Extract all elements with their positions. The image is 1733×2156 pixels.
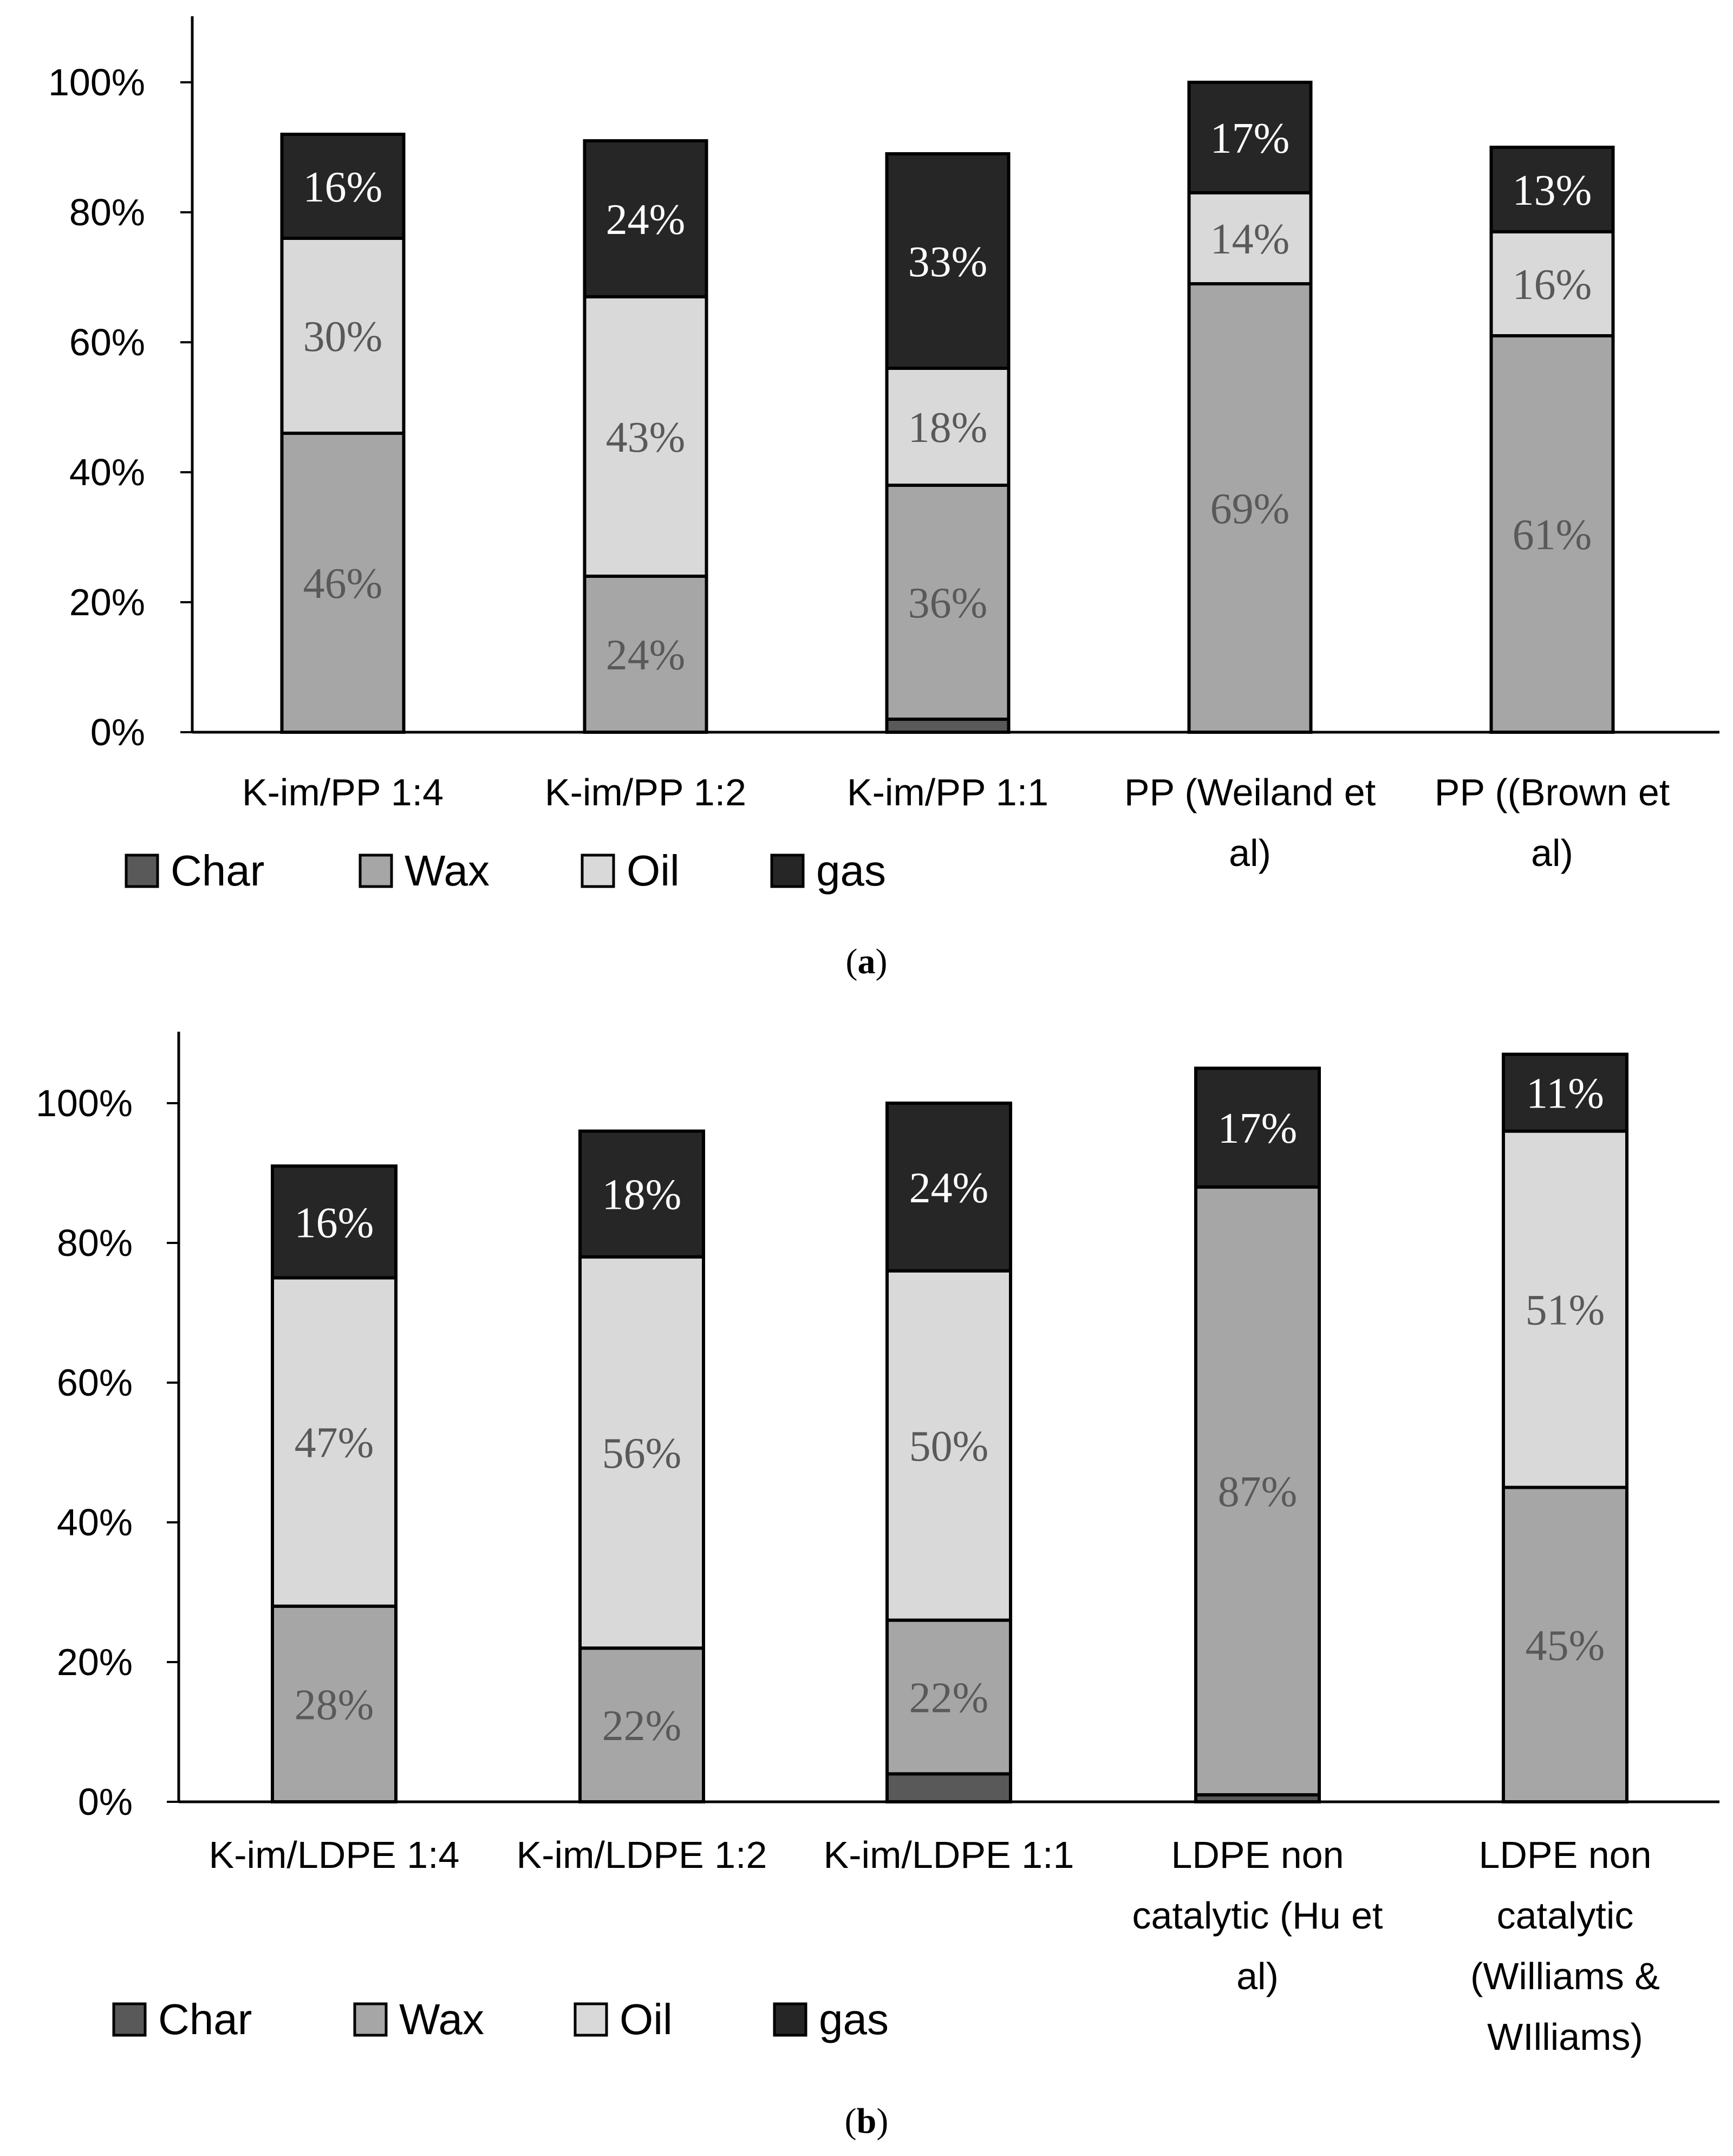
bar-segment-oil bbox=[583, 295, 708, 578]
data-label: 30% bbox=[303, 313, 383, 361]
y-tick-label: 60% bbox=[69, 321, 145, 363]
data-label: 22% bbox=[602, 1702, 682, 1750]
category-label: K-im/LDPE 1:4 bbox=[209, 1834, 460, 1876]
y-tick-label: 40% bbox=[69, 451, 145, 493]
bar-segment-oil bbox=[578, 1255, 705, 1650]
data-label: 24% bbox=[606, 196, 686, 244]
data-label: 36% bbox=[908, 579, 988, 627]
data-label: 11% bbox=[1526, 1070, 1604, 1118]
legend-swatch-wax bbox=[359, 854, 393, 888]
y-tick-label: 0% bbox=[78, 1781, 133, 1823]
category-label: LDPE non catalytic (Williams & WIlliams) bbox=[1470, 1834, 1660, 2058]
bar-segment-gas bbox=[1187, 81, 1313, 194]
bar-segment-gas bbox=[1489, 146, 1615, 233]
data-label: 51% bbox=[1526, 1287, 1605, 1334]
data-label: 16% bbox=[303, 164, 383, 211]
bar-segment-gas bbox=[1502, 1052, 1628, 1133]
y-tick-label: 100% bbox=[36, 1082, 133, 1124]
legend-label-wax: Wax bbox=[405, 846, 490, 895]
data-label: 61% bbox=[1513, 511, 1592, 559]
data-label: 13% bbox=[1513, 167, 1592, 214]
bar-segment-gas bbox=[885, 152, 1011, 370]
data-label: 87% bbox=[1218, 1468, 1298, 1516]
category-label: K-im/LDPE 1:1 bbox=[824, 1834, 1074, 1876]
y-tick-label: 60% bbox=[57, 1362, 133, 1404]
category-label: K-im/PP 1:1 bbox=[847, 771, 1048, 813]
legend-label-gas: gas bbox=[816, 846, 886, 895]
bar-segment-char bbox=[885, 1772, 1012, 1803]
y-tick-label: 80% bbox=[57, 1222, 133, 1264]
legend-label-wax: Wax bbox=[399, 1995, 484, 2043]
bar-segment-wax bbox=[1489, 334, 1615, 734]
data-label: 47% bbox=[295, 1419, 374, 1467]
legend-swatch-oil bbox=[581, 854, 615, 888]
bar-segment-wax bbox=[885, 484, 1011, 721]
bar-segment-gas bbox=[1194, 1066, 1321, 1189]
category-label: K-im/PP 1:2 bbox=[545, 771, 746, 813]
category-label: K-im/PP 1:4 bbox=[242, 771, 444, 813]
figure-caption: (a) bbox=[846, 942, 888, 981]
y-tick-label: 20% bbox=[57, 1641, 133, 1683]
legend-swatch-oil bbox=[574, 2002, 608, 2037]
y-tick-label: 40% bbox=[57, 1501, 133, 1543]
data-label: 43% bbox=[606, 414, 686, 461]
bar-segment-oil bbox=[885, 1269, 1012, 1622]
data-label: 50% bbox=[909, 1423, 989, 1470]
legend-swatch-gas bbox=[770, 854, 805, 888]
legend-label-oil: Oil bbox=[620, 1995, 673, 2043]
data-label: 56% bbox=[602, 1430, 682, 1477]
y-tick-label: 80% bbox=[69, 191, 145, 233]
y-tick-label: 20% bbox=[69, 581, 145, 623]
figure-caption: (b) bbox=[845, 2101, 889, 2141]
data-label: 17% bbox=[1210, 115, 1290, 162]
legend-swatch-wax bbox=[353, 2002, 388, 2037]
bar-segment-wax bbox=[1194, 1185, 1321, 1797]
chart-a: 0% 20% 40% 60% 80% 100% 46% 30% 16% K-im/PP 1:4 24… bbox=[48, 16, 1719, 981]
bar-segment-gas bbox=[578, 1129, 705, 1259]
data-label: 18% bbox=[908, 404, 988, 452]
category-label: PP (Weiland et al) bbox=[1124, 771, 1376, 874]
data-label: 46% bbox=[303, 560, 383, 608]
legend-label-gas: gas bbox=[819, 1995, 889, 2043]
data-label: 22% bbox=[909, 1675, 989, 1722]
category-label: K-im/LDPE 1:2 bbox=[517, 1834, 767, 1876]
legend-label-char: Char bbox=[171, 846, 264, 895]
data-label: 69% bbox=[1210, 485, 1290, 533]
data-label: 28% bbox=[295, 1681, 374, 1729]
bar-segment-gas bbox=[271, 1164, 398, 1280]
bar-segment-wax bbox=[1187, 282, 1313, 734]
bar-segment-oil bbox=[280, 237, 406, 435]
bar-segment-gas bbox=[885, 1102, 1012, 1273]
bar-segment-wax bbox=[271, 1604, 398, 1804]
bar-segment-oil bbox=[885, 367, 1011, 487]
legend-label-char: Char bbox=[158, 1995, 252, 2043]
legend-swatch-gas bbox=[773, 2002, 807, 2037]
bar-segment-char bbox=[885, 718, 1011, 734]
data-label: 45% bbox=[1526, 1622, 1605, 1670]
chart-b: 0% 20% 40% 60% 80% 100% 28% 47% 16% K-im/LDPE 1:4… bbox=[36, 1032, 1719, 2141]
legend-swatch-char bbox=[125, 854, 159, 888]
data-label: 24% bbox=[606, 631, 686, 679]
category-label: PP ((Brown et al) bbox=[1435, 771, 1670, 874]
data-label: 16% bbox=[295, 1199, 374, 1247]
data-label: 33% bbox=[908, 238, 988, 286]
y-tick-label: 100% bbox=[48, 61, 145, 103]
data-label: 17% bbox=[1218, 1105, 1298, 1152]
y-tick-label: 0% bbox=[90, 711, 145, 753]
data-label: 18% bbox=[602, 1171, 682, 1219]
bar-segment-oil bbox=[1187, 191, 1313, 285]
bar-segment-gas bbox=[280, 133, 406, 240]
data-label: 14% bbox=[1210, 216, 1290, 263]
category-label: LDPE non catalytic (Hu et al) bbox=[1132, 1834, 1383, 1997]
data-label: 16% bbox=[1513, 261, 1592, 309]
data-label: 24% bbox=[909, 1164, 989, 1212]
legend-swatch-char bbox=[112, 2002, 147, 2037]
bar-segment-oil bbox=[271, 1276, 398, 1608]
legend-label-oil: Oil bbox=[627, 846, 680, 895]
bar-segment-oil bbox=[1489, 230, 1615, 337]
bar-segment-gas bbox=[583, 139, 708, 298]
